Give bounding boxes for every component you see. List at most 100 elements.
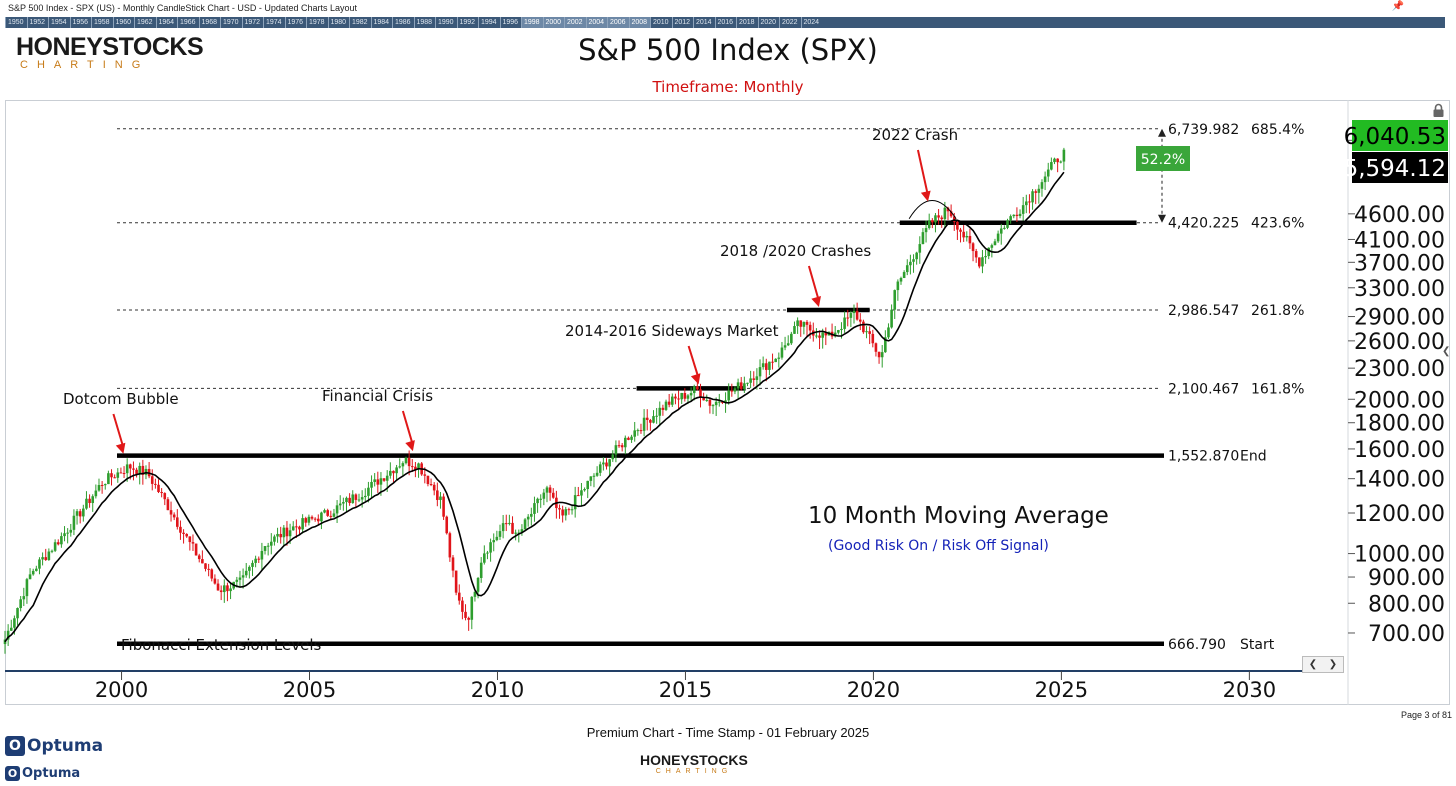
annotation-arrowhead-icon [920, 190, 931, 202]
candle-body [442, 496, 445, 517]
year-strip-item[interactable]: 2022 [779, 17, 801, 28]
year-strip-item[interactable]: 1992 [456, 17, 479, 28]
year-strip-item[interactable]: 1996 [499, 17, 522, 28]
year-strip-item[interactable]: 2012 [671, 17, 694, 28]
year-strip-item[interactable]: 2004 [585, 17, 607, 28]
x-tick-label: 2030 [1223, 678, 1276, 702]
candle-body [219, 590, 223, 593]
candle [520, 524, 524, 536]
candle-body [103, 484, 107, 486]
candle [602, 457, 605, 471]
scroll-buttons[interactable]: ❮ ❯ [1302, 656, 1344, 673]
optuma-label-small: Optuma [22, 766, 81, 781]
year-strip-item[interactable]: 2010 [650, 17, 672, 28]
candle-body [526, 516, 530, 520]
fib-level-pct: End [1240, 449, 1267, 465]
candle-body [179, 526, 182, 533]
candle [191, 534, 195, 551]
candle [548, 484, 552, 501]
candle [514, 529, 517, 541]
year-strip-item[interactable]: 1954 [48, 17, 70, 28]
candle-body [943, 207, 947, 220]
year-strip-item[interactable]: 2016 [714, 17, 737, 28]
candle-body [41, 557, 44, 560]
candle [210, 568, 214, 582]
candle-body [56, 542, 60, 545]
candle-body [1043, 176, 1047, 183]
candle [573, 486, 577, 518]
candle-body [342, 502, 345, 504]
year-strip-item[interactable]: 1998 [521, 17, 543, 28]
year-strip-item[interactable]: 2024 [800, 17, 823, 28]
annotation-label: 2018 /2020 Crashes [720, 242, 871, 260]
candle [504, 514, 508, 532]
candle [269, 533, 273, 555]
candle [25, 577, 29, 604]
year-strip-item[interactable]: 1972 [241, 17, 264, 28]
year-strip-item[interactable]: 1968 [198, 17, 221, 28]
annotation-label: 2022 Crash [872, 126, 958, 144]
year-strip-item[interactable]: 2002 [564, 17, 586, 28]
year-strip-item[interactable]: 1984 [370, 17, 393, 28]
year-strip-item[interactable]: 1994 [478, 17, 500, 28]
year-strip-item[interactable]: 1974 [263, 17, 285, 28]
year-strip-item[interactable]: 2018 [736, 17, 758, 28]
candle-body [952, 216, 956, 222]
year-strip-item[interactable]: 1980 [327, 17, 350, 28]
candle [22, 587, 26, 607]
candle-body [486, 552, 489, 554]
candle-body [213, 578, 217, 584]
year-strip-item[interactable]: 1950 [5, 17, 27, 28]
candle [727, 383, 730, 405]
measure-pct-label: 52.2% [1141, 152, 1185, 168]
expand-arrow-icon[interactable]: ❮ [1442, 346, 1451, 357]
candle [326, 508, 329, 517]
candle [3, 630, 7, 654]
scroll-left-icon[interactable]: ❮ [1308, 659, 1318, 670]
year-strip-item[interactable]: 1966 [177, 17, 199, 28]
candle-body [504, 523, 508, 525]
candle-body [1021, 205, 1025, 214]
candle-body [981, 257, 984, 267]
candle [905, 259, 909, 276]
candle-body [13, 618, 16, 628]
candle-body [996, 233, 1000, 242]
year-strip-item[interactable]: 1982 [349, 17, 371, 28]
candle [91, 494, 95, 512]
y-tick-label: 1000.00 [1354, 543, 1445, 568]
year-strip-item[interactable]: 1952 [26, 17, 49, 28]
candle-body [135, 469, 138, 475]
year-strip-item[interactable]: 1978 [306, 17, 328, 28]
y-tick-label: 3300.00 [1354, 277, 1445, 302]
annotation-arrowhead-icon [690, 373, 701, 385]
candle [608, 458, 611, 476]
year-strip-item[interactable]: 2020 [757, 17, 780, 28]
scroll-right-icon[interactable]: ❯ [1328, 659, 1338, 670]
year-strip-item[interactable]: 2014 [693, 17, 715, 28]
year-strip-item[interactable]: 1962 [134, 17, 156, 28]
year-strip-item[interactable]: 1976 [284, 17, 307, 28]
candle-body [461, 600, 464, 612]
year-strip-item[interactable]: 1988 [413, 17, 436, 28]
lock-icon[interactable] [1431, 103, 1446, 118]
candle [649, 418, 652, 431]
candle-body [410, 466, 414, 468]
year-navigator[interactable]: 1950 1952 1954 1956 1958 1960 1962 1964 1966 1968… [5, 17, 1445, 28]
candle [141, 459, 145, 485]
year-strip-item[interactable]: 2006 [607, 17, 629, 28]
year-strip-item[interactable]: 1964 [155, 17, 178, 28]
pin-icon[interactable]: 📌 [1391, 1, 1404, 12]
year-strip-item[interactable]: 1986 [392, 17, 414, 28]
year-strip-item[interactable]: 1990 [435, 17, 457, 28]
year-strip-item[interactable]: 1970 [220, 17, 242, 28]
year-strip-item[interactable]: 1956 [69, 17, 92, 28]
candle [968, 228, 972, 249]
candle [401, 461, 405, 476]
year-strip-item[interactable]: 2008 [628, 17, 650, 28]
candle-body [125, 464, 129, 474]
year-strip-item[interactable]: 1960 [112, 17, 135, 28]
year-strip-item[interactable]: 2000 [542, 17, 564, 28]
candle-body [436, 490, 439, 500]
year-strip-item[interactable]: 1958 [91, 17, 113, 28]
